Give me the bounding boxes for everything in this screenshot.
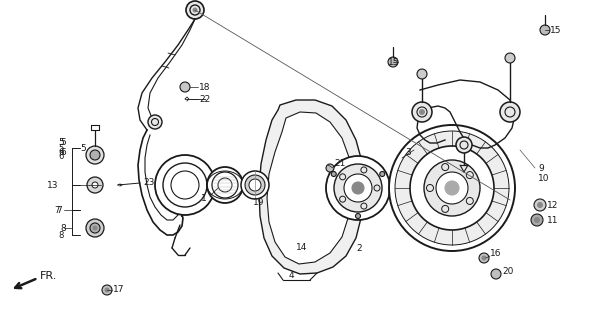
Text: 13: 13 bbox=[46, 180, 58, 189]
Circle shape bbox=[388, 57, 398, 67]
Circle shape bbox=[155, 155, 215, 215]
Text: 7: 7 bbox=[56, 205, 62, 214]
Circle shape bbox=[419, 109, 425, 115]
Circle shape bbox=[148, 115, 162, 129]
Circle shape bbox=[395, 131, 509, 245]
Circle shape bbox=[90, 150, 100, 160]
Text: 23: 23 bbox=[143, 178, 154, 187]
Text: 22: 22 bbox=[199, 94, 210, 103]
Circle shape bbox=[186, 1, 204, 19]
Text: 1: 1 bbox=[201, 194, 207, 203]
Circle shape bbox=[417, 69, 427, 79]
Circle shape bbox=[86, 146, 104, 164]
Circle shape bbox=[456, 137, 472, 153]
Text: 21: 21 bbox=[334, 158, 345, 167]
Circle shape bbox=[326, 156, 390, 220]
Circle shape bbox=[249, 179, 261, 191]
Text: 14: 14 bbox=[296, 243, 307, 252]
Circle shape bbox=[207, 167, 243, 203]
Circle shape bbox=[491, 269, 501, 279]
Text: 2: 2 bbox=[356, 244, 362, 252]
Text: 5: 5 bbox=[58, 143, 63, 153]
Circle shape bbox=[380, 172, 385, 177]
Text: 9: 9 bbox=[538, 164, 544, 172]
Circle shape bbox=[344, 174, 372, 202]
Text: 5: 5 bbox=[58, 138, 64, 147]
Text: 3: 3 bbox=[405, 148, 410, 156]
Circle shape bbox=[87, 177, 103, 193]
Circle shape bbox=[436, 172, 468, 204]
Circle shape bbox=[92, 182, 98, 188]
Circle shape bbox=[93, 226, 97, 230]
Circle shape bbox=[535, 218, 539, 222]
Text: 5: 5 bbox=[80, 143, 86, 153]
Circle shape bbox=[505, 53, 515, 63]
Circle shape bbox=[245, 175, 265, 195]
Circle shape bbox=[445, 181, 459, 195]
Circle shape bbox=[105, 288, 109, 292]
Text: 7: 7 bbox=[54, 205, 59, 214]
Text: 19: 19 bbox=[253, 197, 264, 206]
Circle shape bbox=[500, 102, 520, 122]
Text: FR.: FR. bbox=[40, 271, 58, 281]
Circle shape bbox=[102, 285, 112, 295]
Circle shape bbox=[531, 214, 543, 226]
Text: 20: 20 bbox=[502, 268, 513, 276]
Text: 5: 5 bbox=[60, 138, 66, 147]
Circle shape bbox=[334, 164, 382, 212]
Circle shape bbox=[241, 171, 269, 199]
Text: 17: 17 bbox=[113, 285, 125, 294]
Text: 6: 6 bbox=[60, 148, 66, 156]
Circle shape bbox=[355, 213, 361, 219]
Text: 6: 6 bbox=[58, 148, 64, 156]
Circle shape bbox=[540, 25, 550, 35]
Circle shape bbox=[389, 125, 515, 251]
Circle shape bbox=[482, 256, 486, 260]
Text: 15: 15 bbox=[550, 26, 561, 35]
Text: 11: 11 bbox=[547, 215, 558, 225]
Circle shape bbox=[412, 102, 432, 122]
Text: 10: 10 bbox=[538, 173, 549, 182]
Circle shape bbox=[331, 172, 336, 177]
Text: 15: 15 bbox=[387, 58, 399, 67]
Polygon shape bbox=[267, 112, 352, 264]
Circle shape bbox=[534, 199, 546, 211]
Circle shape bbox=[424, 160, 480, 216]
Circle shape bbox=[90, 223, 100, 233]
Text: 16: 16 bbox=[490, 249, 501, 258]
Circle shape bbox=[352, 182, 364, 194]
Circle shape bbox=[193, 8, 197, 12]
Circle shape bbox=[326, 164, 334, 172]
Circle shape bbox=[410, 146, 494, 230]
Text: 8: 8 bbox=[58, 230, 64, 239]
Text: 18: 18 bbox=[199, 83, 210, 92]
Circle shape bbox=[86, 219, 104, 237]
Text: 6: 6 bbox=[58, 151, 64, 161]
Text: 12: 12 bbox=[547, 201, 558, 210]
Circle shape bbox=[180, 82, 190, 92]
Circle shape bbox=[479, 253, 489, 263]
Polygon shape bbox=[259, 100, 364, 274]
Circle shape bbox=[538, 203, 542, 207]
Text: 8: 8 bbox=[60, 223, 66, 233]
Text: 4: 4 bbox=[289, 270, 295, 279]
